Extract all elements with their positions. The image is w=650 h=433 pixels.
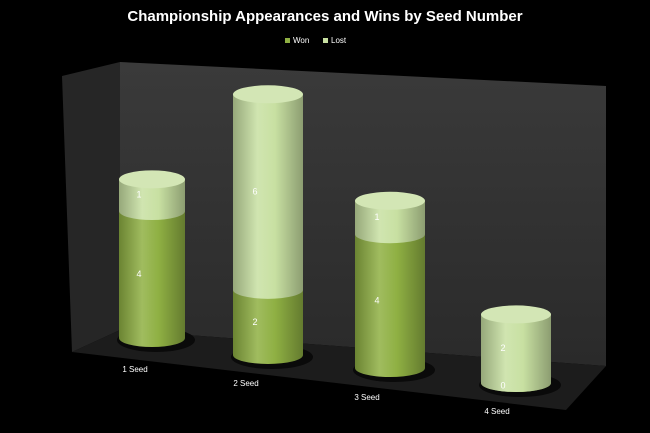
bar-segment: [233, 289, 303, 364]
data-label: 1: [374, 212, 379, 222]
data-label: 4: [374, 295, 379, 305]
legend-swatch: [285, 38, 290, 43]
data-label: 0: [500, 380, 505, 390]
bar-cap: [119, 170, 185, 189]
bar-cap: [233, 85, 303, 104]
plot: 1 Seed 4 1 2 Seed 2 6 3 Seed 4 1 4 Seed 0 2: [117, 85, 561, 416]
bar-cap: [481, 305, 551, 324]
x-tick-label: 1 Seed: [122, 365, 147, 374]
chart-title: Championship Appearances and Wins by See…: [127, 8, 522, 25]
data-label: 4: [136, 269, 141, 279]
data-label: 2: [252, 317, 257, 327]
x-tick-label: 3 Seed: [354, 393, 379, 402]
x-tick-label: 4 Seed: [484, 407, 509, 416]
bar-cap: [355, 191, 425, 210]
bar-segment: [119, 179, 185, 221]
bar-segment: [119, 211, 185, 347]
data-label: 1: [136, 190, 141, 200]
data-label: 6: [252, 186, 257, 196]
side-wall: [62, 62, 120, 352]
x-tick-label: 2 Seed: [233, 379, 258, 388]
bar-segment: [481, 314, 551, 392]
legend: Won Lost: [285, 36, 347, 45]
floor: [72, 330, 606, 410]
legend-label: Won: [293, 36, 309, 45]
bar-segment: [355, 234, 425, 377]
data-label: 2: [500, 343, 505, 353]
legend-swatch: [323, 38, 328, 43]
bar-segment: [233, 94, 303, 299]
legend-label: Lost: [331, 36, 347, 45]
bar-segment: [355, 200, 425, 244]
